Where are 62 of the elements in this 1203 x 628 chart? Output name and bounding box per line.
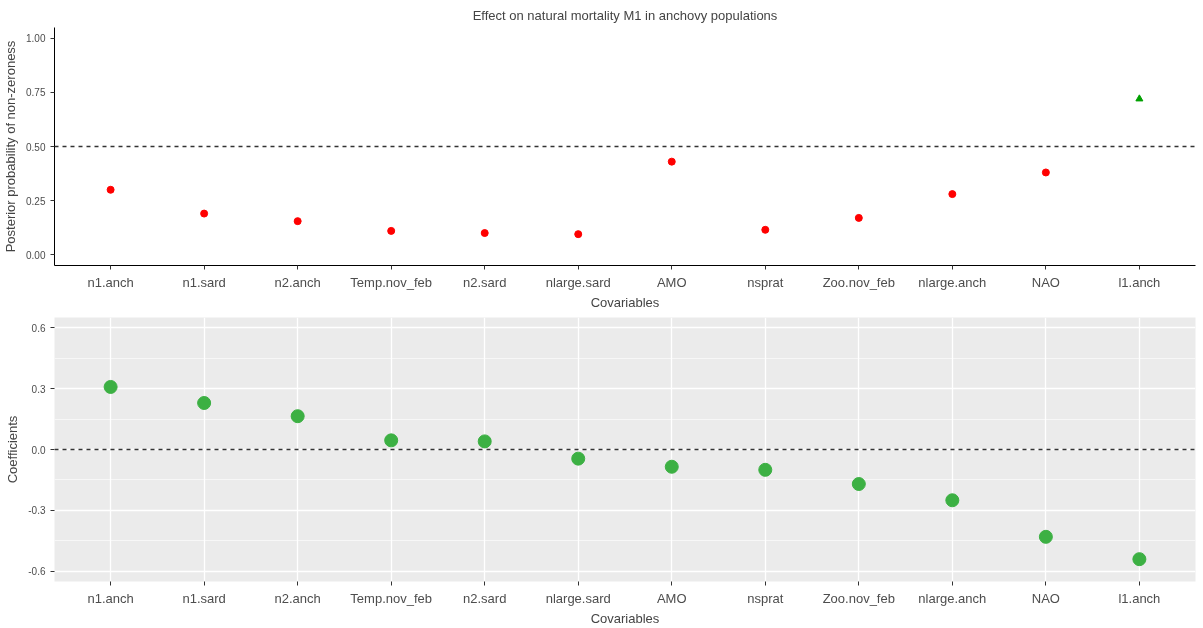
x-tick-label: nsprat xyxy=(747,274,784,290)
y-tick-label: 0.0 xyxy=(31,444,46,456)
point xyxy=(574,230,583,239)
x-tick-label: n1.sard xyxy=(182,274,226,290)
point xyxy=(293,217,302,226)
point xyxy=(200,209,209,218)
point xyxy=(948,190,957,199)
y-tick-label: 1.00 xyxy=(26,33,46,45)
y-tick-label: -0.3 xyxy=(28,505,46,517)
x-axis-title: Covariables xyxy=(590,294,660,310)
x-tick-label: Zoo.nov_feb xyxy=(822,274,895,290)
x-tick-label: l1.anch xyxy=(1118,590,1161,606)
point xyxy=(571,451,586,466)
x-tick-label: n2.sard xyxy=(463,590,507,606)
x-tick-label: AMO xyxy=(656,590,687,606)
y-tick-label: 0.25 xyxy=(26,195,46,207)
x-tick-label: n1.sard xyxy=(182,590,226,606)
x-tick-label: n2.sard xyxy=(463,274,507,290)
x-tick-label: n2.anch xyxy=(274,590,321,606)
x-tick-label: nlarge.anch xyxy=(918,590,987,606)
x-tick-label: nlarge.sard xyxy=(545,590,611,606)
point xyxy=(477,434,492,449)
point xyxy=(384,433,399,448)
y-tick-label: 0.75 xyxy=(26,87,46,99)
point xyxy=(1132,552,1147,567)
x-tick-label: Zoo.nov_feb xyxy=(822,590,895,606)
y-tick-label: 0.6 xyxy=(31,322,46,334)
point xyxy=(758,462,773,477)
x-axis-title: Covariables xyxy=(590,610,660,626)
y-tick-label: -0.6 xyxy=(28,566,46,578)
x-tick-label: l1.anch xyxy=(1118,274,1161,290)
point xyxy=(664,459,679,474)
point xyxy=(1038,529,1053,544)
point xyxy=(197,396,212,410)
chart-title: Effect on natural mortality M1 in anchovy populations xyxy=(472,7,778,23)
x-tick-label: n2.anch xyxy=(274,274,321,290)
y-tick-label: 0.00 xyxy=(26,249,46,261)
point xyxy=(761,225,770,234)
x-tick-label: nlarge.anch xyxy=(918,274,987,290)
point xyxy=(667,157,676,166)
x-tick-label: n1.anch xyxy=(87,590,134,606)
y-axis-title: Posterior probability of non-zeroness xyxy=(3,40,19,253)
x-tick-label: nsprat xyxy=(747,590,784,606)
point xyxy=(1041,168,1050,177)
x-tick-label: n1.anch xyxy=(87,274,134,290)
point xyxy=(854,213,863,222)
y-axis-title: Coefficients xyxy=(5,415,21,484)
point xyxy=(851,477,866,492)
point xyxy=(106,185,115,194)
x-tick-label: NAO xyxy=(1031,274,1060,290)
x-tick-label: Temp.nov_feb xyxy=(350,274,433,290)
x-tick-label: nlarge.sard xyxy=(545,274,611,290)
x-tick-label: Temp.nov_feb xyxy=(350,590,433,606)
point xyxy=(290,409,305,424)
point xyxy=(387,226,396,235)
y-tick-label: 0.50 xyxy=(26,141,46,153)
x-tick-label: NAO xyxy=(1031,590,1060,606)
point xyxy=(945,493,960,508)
y-tick-label: 0.3 xyxy=(31,383,46,395)
point xyxy=(480,229,489,238)
x-tick-label: AMO xyxy=(656,274,687,290)
point xyxy=(103,379,118,394)
